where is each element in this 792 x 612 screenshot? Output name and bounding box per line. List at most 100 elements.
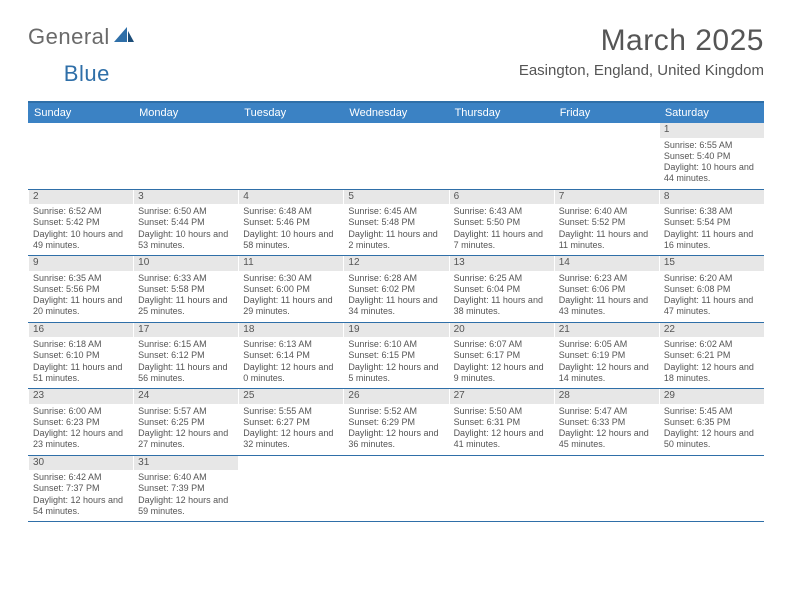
sunset-text: Sunset: 6:33 PM — [559, 417, 655, 428]
sunset-text: Sunset: 7:37 PM — [33, 483, 129, 494]
calendar-cell: 21Sunrise: 6:05 AMSunset: 6:19 PMDayligh… — [554, 323, 659, 389]
calendar-cell: 11Sunrise: 6:30 AMSunset: 6:00 PMDayligh… — [238, 256, 343, 322]
calendar-cell — [659, 456, 764, 522]
sunrise-text: Sunrise: 6:45 AM — [348, 206, 444, 217]
sunrise-text: Sunrise: 5:57 AM — [138, 406, 234, 417]
sunset-text: Sunset: 6:21 PM — [664, 350, 760, 361]
daylight-text: Daylight: 12 hours and 23 minutes. — [33, 428, 129, 451]
day-number: 17 — [134, 323, 238, 338]
sunset-text: Sunset: 6:06 PM — [559, 284, 655, 295]
calendar-cell: 1Sunrise: 6:55 AMSunset: 5:40 PMDaylight… — [659, 123, 764, 189]
calendar-cell: 24Sunrise: 5:57 AMSunset: 6:25 PMDayligh… — [133, 389, 238, 455]
day-number: 7 — [555, 190, 659, 205]
calendar-week: 1Sunrise: 6:55 AMSunset: 5:40 PMDaylight… — [28, 123, 764, 190]
daylight-text: Daylight: 12 hours and 54 minutes. — [33, 495, 129, 518]
day-number: 9 — [29, 256, 133, 271]
daylight-text: Daylight: 11 hours and 11 minutes. — [559, 229, 655, 252]
calendar-cell — [554, 456, 659, 522]
sunrise-text: Sunrise: 6:00 AM — [33, 406, 129, 417]
calendar-cell: 13Sunrise: 6:25 AMSunset: 6:04 PMDayligh… — [449, 256, 554, 322]
calendar-cell: 10Sunrise: 6:33 AMSunset: 5:58 PMDayligh… — [133, 256, 238, 322]
location-text: Easington, England, United Kingdom — [519, 62, 764, 79]
daylight-text: Daylight: 11 hours and 38 minutes. — [454, 295, 550, 318]
calendar-cell: 12Sunrise: 6:28 AMSunset: 6:02 PMDayligh… — [343, 256, 448, 322]
calendar-cell: 20Sunrise: 6:07 AMSunset: 6:17 PMDayligh… — [449, 323, 554, 389]
sunrise-text: Sunrise: 6:28 AM — [348, 273, 444, 284]
sunrise-text: Sunrise: 6:52 AM — [33, 206, 129, 217]
daylight-text: Daylight: 11 hours and 16 minutes. — [664, 229, 760, 252]
daylight-text: Daylight: 11 hours and 20 minutes. — [33, 295, 129, 318]
calendar-cell — [343, 456, 448, 522]
daylight-text: Daylight: 11 hours and 29 minutes. — [243, 295, 339, 318]
sunrise-text: Sunrise: 6:02 AM — [664, 339, 760, 350]
daylight-text: Daylight: 11 hours and 56 minutes. — [138, 362, 234, 385]
sunset-text: Sunset: 5:42 PM — [33, 217, 129, 228]
sunset-text: Sunset: 5:44 PM — [138, 217, 234, 228]
calendar-week: 2Sunrise: 6:52 AMSunset: 5:42 PMDaylight… — [28, 190, 764, 257]
day-header-cell: Friday — [554, 103, 659, 123]
calendar-cell — [449, 123, 554, 189]
calendar-week: 9Sunrise: 6:35 AMSunset: 5:56 PMDaylight… — [28, 256, 764, 323]
sunset-text: Sunset: 6:35 PM — [664, 417, 760, 428]
day-number: 25 — [239, 389, 343, 404]
daylight-text: Daylight: 11 hours and 47 minutes. — [664, 295, 760, 318]
calendar-cell: 6Sunrise: 6:43 AMSunset: 5:50 PMDaylight… — [449, 190, 554, 256]
calendar-cell: 14Sunrise: 6:23 AMSunset: 6:06 PMDayligh… — [554, 256, 659, 322]
day-header-cell: Saturday — [659, 103, 764, 123]
calendar-cell: 7Sunrise: 6:40 AMSunset: 5:52 PMDaylight… — [554, 190, 659, 256]
calendar: SundayMondayTuesdayWednesdayThursdayFrid… — [28, 101, 764, 522]
sunrise-text: Sunrise: 6:55 AM — [664, 140, 760, 151]
sunrise-text: Sunrise: 6:40 AM — [138, 472, 234, 483]
sunset-text: Sunset: 6:27 PM — [243, 417, 339, 428]
calendar-cell: 19Sunrise: 6:10 AMSunset: 6:15 PMDayligh… — [343, 323, 448, 389]
day-number: 21 — [555, 323, 659, 338]
day-header-cell: Tuesday — [238, 103, 343, 123]
brand-logo: General — [28, 24, 136, 50]
calendar-cell: 28Sunrise: 5:47 AMSunset: 6:33 PMDayligh… — [554, 389, 659, 455]
sunset-text: Sunset: 6:04 PM — [454, 284, 550, 295]
day-number: 2 — [29, 190, 133, 205]
day-number: 8 — [660, 190, 764, 205]
day-number: 15 — [660, 256, 764, 271]
daylight-text: Daylight: 11 hours and 25 minutes. — [138, 295, 234, 318]
day-header-row: SundayMondayTuesdayWednesdayThursdayFrid… — [28, 103, 764, 123]
daylight-text: Daylight: 12 hours and 59 minutes. — [138, 495, 234, 518]
daylight-text: Daylight: 12 hours and 18 minutes. — [664, 362, 760, 385]
sunrise-text: Sunrise: 6:07 AM — [454, 339, 550, 350]
daylight-text: Daylight: 10 hours and 49 minutes. — [33, 229, 129, 252]
brand-text-1: General — [28, 24, 110, 50]
calendar-cell: 31Sunrise: 6:40 AMSunset: 7:39 PMDayligh… — [133, 456, 238, 522]
day-header-cell: Thursday — [449, 103, 554, 123]
daylight-text: Daylight: 12 hours and 14 minutes. — [559, 362, 655, 385]
daylight-text: Daylight: 12 hours and 27 minutes. — [138, 428, 234, 451]
sunrise-text: Sunrise: 6:18 AM — [33, 339, 129, 350]
sunset-text: Sunset: 7:39 PM — [138, 483, 234, 494]
sunrise-text: Sunrise: 6:43 AM — [454, 206, 550, 217]
sunrise-text: Sunrise: 6:42 AM — [33, 472, 129, 483]
sunrise-text: Sunrise: 6:13 AM — [243, 339, 339, 350]
day-number: 6 — [450, 190, 554, 205]
sunrise-text: Sunrise: 6:20 AM — [664, 273, 760, 284]
sunset-text: Sunset: 6:00 PM — [243, 284, 339, 295]
day-number: 3 — [134, 190, 238, 205]
day-number: 22 — [660, 323, 764, 338]
daylight-text: Daylight: 11 hours and 43 minutes. — [559, 295, 655, 318]
day-number: 31 — [134, 456, 238, 471]
calendar-cell: 27Sunrise: 5:50 AMSunset: 6:31 PMDayligh… — [449, 389, 554, 455]
calendar-cell — [28, 123, 133, 189]
sunrise-text: Sunrise: 5:45 AM — [664, 406, 760, 417]
day-number: 20 — [450, 323, 554, 338]
sunset-text: Sunset: 6:02 PM — [348, 284, 444, 295]
calendar-cell — [238, 456, 343, 522]
sunrise-text: Sunrise: 6:30 AM — [243, 273, 339, 284]
sunrise-text: Sunrise: 6:25 AM — [454, 273, 550, 284]
sunrise-text: Sunrise: 6:10 AM — [348, 339, 444, 350]
daylight-text: Daylight: 12 hours and 50 minutes. — [664, 428, 760, 451]
daylight-text: Daylight: 11 hours and 34 minutes. — [348, 295, 444, 318]
daylight-text: Daylight: 11 hours and 2 minutes. — [348, 229, 444, 252]
day-number: 28 — [555, 389, 659, 404]
daylight-text: Daylight: 10 hours and 58 minutes. — [243, 229, 339, 252]
calendar-week: 16Sunrise: 6:18 AMSunset: 6:10 PMDayligh… — [28, 323, 764, 390]
calendar-cell: 9Sunrise: 6:35 AMSunset: 5:56 PMDaylight… — [28, 256, 133, 322]
sunset-text: Sunset: 6:23 PM — [33, 417, 129, 428]
